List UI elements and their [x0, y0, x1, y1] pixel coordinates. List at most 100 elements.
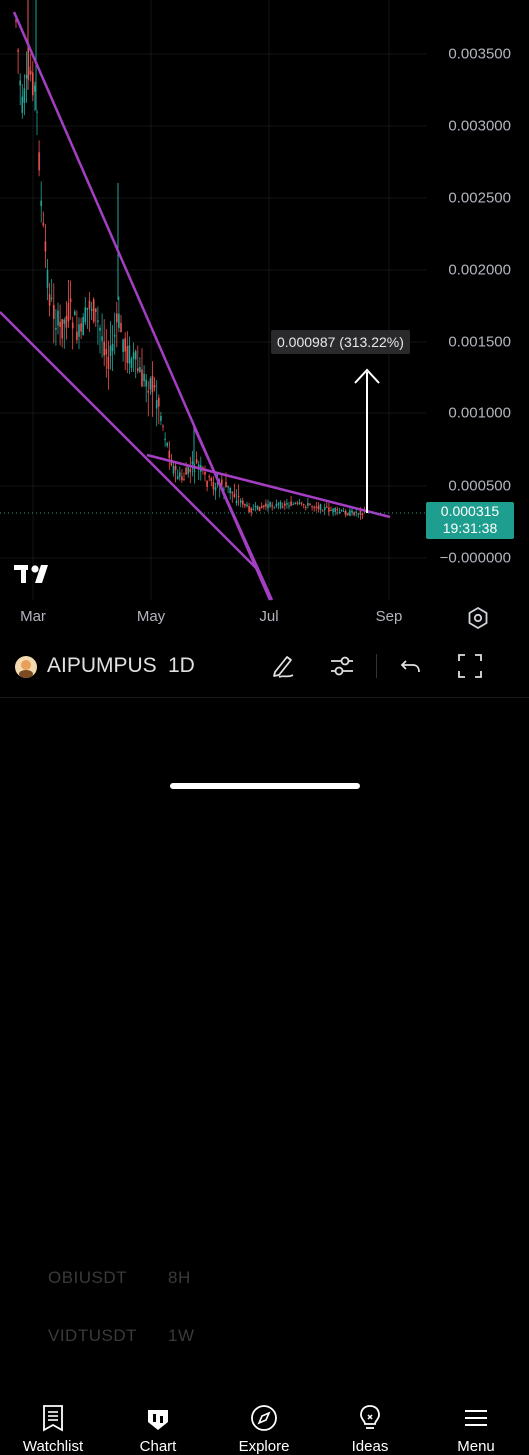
candle-body [263, 505, 265, 507]
candle-body [242, 500, 244, 505]
tab-explore[interactable]: Explore [219, 1404, 309, 1455]
candle-body [90, 308, 93, 311]
candle-body [256, 505, 259, 510]
tradingview-logo-icon [14, 565, 48, 583]
candle-body [181, 476, 183, 481]
candle-body [82, 317, 84, 336]
candle-body [185, 467, 187, 475]
tab-watchlist[interactable]: Watchlist [8, 1404, 98, 1455]
candle-body [69, 298, 72, 303]
candle-body [27, 66, 30, 76]
indicators-sliders-icon[interactable] [327, 651, 357, 681]
candle-body [67, 302, 70, 322]
tab-label: Explore [238, 1438, 290, 1455]
candle-body [36, 111, 38, 113]
candle-countdown: 19:31:38 [442, 520, 498, 536]
candle-body [353, 512, 355, 516]
candle-body [246, 504, 248, 507]
candle-body [107, 356, 110, 369]
candle-body [124, 338, 126, 352]
candle-body [128, 345, 131, 364]
candle-body [284, 503, 286, 506]
candle-body [269, 502, 271, 507]
candle-body [311, 506, 313, 508]
candle-body [103, 341, 105, 356]
candle-body [50, 297, 53, 299]
candle-body [116, 313, 118, 323]
candle-body [326, 506, 328, 508]
candle-body [59, 321, 61, 327]
candle-body [189, 468, 192, 473]
candle-body [160, 416, 162, 421]
candle-body [349, 510, 351, 516]
candle-body [23, 88, 26, 103]
candle-body [113, 334, 116, 337]
candle-body [162, 425, 164, 427]
symbol-selector[interactable]: AIPUMPUS [47, 654, 157, 677]
chart-settings-icon[interactable] [466, 606, 490, 630]
interval-selector[interactable]: 1D [168, 654, 195, 677]
candle-body [267, 504, 269, 509]
candle-body [281, 506, 284, 508]
candle-body [57, 310, 59, 326]
candle-body [122, 339, 124, 352]
candle-body [46, 270, 49, 288]
tab-menu[interactable]: Menu [431, 1404, 521, 1455]
candle-body [153, 385, 156, 388]
flat-trendline [146, 453, 391, 519]
candle-body [313, 507, 315, 509]
price-axis-label: −0.000000 [439, 549, 511, 567]
candle-body [321, 510, 324, 512]
candle-body [216, 481, 219, 485]
current-price-value: 0.000315 [440, 503, 500, 519]
tab-label: Ideas [351, 1438, 389, 1455]
candle-body [332, 508, 334, 513]
chart-icon [148, 1410, 168, 1430]
fullscreen-icon[interactable] [455, 651, 485, 681]
candle-body [84, 307, 87, 323]
candle-body [141, 369, 143, 387]
price-range-label: 0.000987 (313.22%) [271, 330, 410, 354]
candle-body [298, 502, 301, 504]
candle-body [286, 503, 288, 505]
candle-body [334, 508, 336, 513]
tab-ideas[interactable]: Ideas [325, 1404, 415, 1455]
candle-body [25, 74, 28, 79]
candle-body [233, 493, 236, 498]
candle-body [183, 478, 185, 480]
candle-body [55, 327, 57, 330]
candle-body [347, 513, 349, 516]
undo-icon[interactable] [396, 651, 426, 681]
candle-body [38, 152, 40, 171]
time-axis-label: Jul [259, 608, 279, 625]
candle-body [166, 442, 168, 447]
lightbulb-icon [360, 1405, 380, 1429]
tab-chart[interactable]: Chart [113, 1404, 203, 1455]
price-axis-label: 0.002500 [448, 189, 511, 207]
candle-body [250, 508, 252, 513]
price-chart[interactable] [0, 0, 529, 640]
candle-body [197, 464, 200, 469]
candle-body [260, 505, 263, 508]
candle-body [92, 299, 95, 322]
chart-area[interactable]: 0.000987 (313.22%) 0.003500 0.003000 0.0… [0, 0, 529, 640]
candle-body [21, 96, 24, 113]
price-axis-label: 0.000500 [448, 477, 511, 495]
candle-body [143, 373, 145, 382]
candle-body [151, 376, 154, 393]
candle-body [307, 502, 309, 506]
candle-body [130, 358, 133, 368]
drawing-pen-icon[interactable] [268, 651, 298, 681]
candle-body [355, 511, 357, 513]
price-axis-label: 0.003000 [448, 117, 511, 135]
candle-body [174, 465, 177, 470]
candle-body [330, 510, 332, 512]
candle-body [145, 379, 147, 387]
candle-body [78, 324, 80, 337]
candle-body [342, 510, 345, 512]
candle-body [120, 322, 122, 333]
candle-body [231, 491, 234, 493]
candle-body [279, 501, 282, 508]
candle-body [344, 510, 347, 516]
candle-body [42, 222, 45, 226]
